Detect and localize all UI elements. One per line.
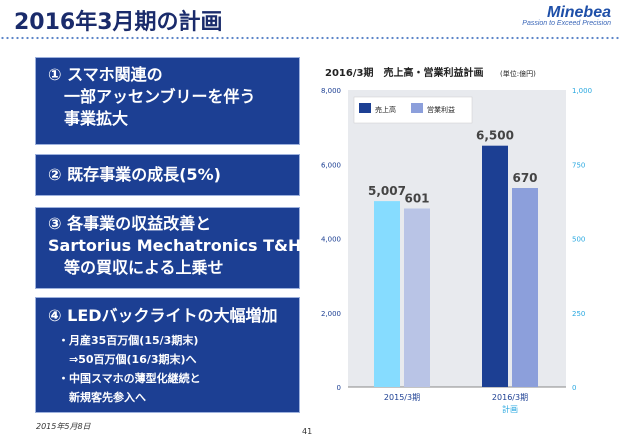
- bar-営業利益-2016/3期: [512, 188, 538, 387]
- chart-title: 2016/3期 売上高・営業利益計画: [325, 66, 483, 79]
- bar-value-label: 670: [512, 171, 537, 185]
- legend-swatch-sales: [359, 103, 371, 113]
- plan-panel-4: ④ LEDバックライトの大幅増加 ・月産35百万個(15/3期末) ⇒50百万個…: [35, 297, 300, 413]
- chart-unit: (単位:億円): [500, 69, 536, 78]
- panel-1-line-3: 事業拡大: [48, 109, 129, 128]
- company-logo: Minebea Passion to Exceed Precision: [522, 4, 611, 27]
- right-tick-label: 250: [572, 310, 585, 318]
- logo-name: Minebea: [546, 4, 611, 21]
- panel-3-line-3: 等の買収による上乗せ: [48, 258, 224, 277]
- panel-4-bullet-2: ⇒50百万個(16/3期末)へ: [58, 353, 197, 366]
- page-title: 2016年3月期の計画: [14, 10, 223, 35]
- panel-4-bullet-4: 新規客先参入へ: [58, 391, 146, 404]
- plan-panel-2: ② 既存事業の成長(5%): [35, 154, 300, 196]
- logo-tagline: Passion to Exceed Precision: [522, 20, 611, 27]
- slide-header: 2016年3月期の計画 Minebea Passion to Exceed Pr…: [0, 0, 621, 40]
- bar-value-label: 601: [404, 192, 429, 206]
- bar-value-label: 5,007: [368, 184, 406, 198]
- panel-1-line-2: 一部アッセンブリーを伴う: [48, 87, 256, 106]
- left-tick-label: 4,000: [321, 236, 341, 244]
- left-tick-label: 2,000: [321, 310, 341, 318]
- bar-value-label: 6,500: [476, 129, 514, 143]
- chart-legend: 売上高 営業利益: [353, 96, 473, 124]
- legend-label-profit: 営業利益: [427, 105, 455, 114]
- plan-panel-3: ③ 各事業の収益改善と Sartorius Mechatronics T&H 等…: [35, 207, 302, 289]
- panel-4-bullet-1: ・月産35百万個(15/3期末): [58, 334, 199, 347]
- category-sublabel: 計画: [502, 404, 518, 414]
- plan-panel-1: ① スマホ関連の 一部アッセンブリーを伴う 事業拡大: [35, 57, 300, 145]
- right-tick-label: 500: [572, 236, 585, 244]
- header-divider: [0, 36, 621, 40]
- bar-売上高-2016/3期: [482, 145, 508, 387]
- panel-4-bullet-3: ・中国スマホの薄型化継続と: [58, 372, 201, 385]
- panel-3-line-2: Sartorius Mechatronics T&H: [48, 236, 302, 255]
- right-tick-label: 1,000: [572, 87, 592, 95]
- sales-profit-chart: 2016/3期 売上高・営業利益計画 (単位:億円) 0 2,000 4,000 6,…: [321, 66, 592, 414]
- bar-売上高-2015/3期: [374, 201, 400, 387]
- left-tick-label: 0: [337, 384, 341, 392]
- category-label: 2016/3期: [492, 393, 528, 402]
- legend-swatch-profit: [411, 103, 423, 113]
- right-axis: 0 250 500 750 1,000: [572, 87, 592, 392]
- left-tick-label: 6,000: [321, 161, 341, 169]
- panel-2-line-1: ② 既存事業の成長(5%): [48, 165, 221, 184]
- left-tick-label: 8,000: [321, 87, 341, 95]
- legend-label-sales: 売上高: [375, 105, 396, 114]
- page-number: 41: [302, 427, 313, 436]
- panel-3-line-1: ③ 各事業の収益改善と: [48, 214, 212, 233]
- category-label: 2015/3期: [384, 393, 420, 402]
- bars: [374, 145, 538, 387]
- left-axis: 0 2,000 4,000 6,000 8,000: [321, 87, 341, 392]
- bar-営業利益-2015/3期: [404, 208, 430, 387]
- right-tick-label: 0: [572, 384, 576, 392]
- right-tick-label: 750: [572, 161, 585, 169]
- panel-4-line-1: ④ LEDバックライトの大幅増加: [48, 306, 278, 325]
- slide-date: 2015年5月8日: [36, 422, 91, 431]
- panel-1-line-1: ① スマホ関連の: [48, 65, 163, 84]
